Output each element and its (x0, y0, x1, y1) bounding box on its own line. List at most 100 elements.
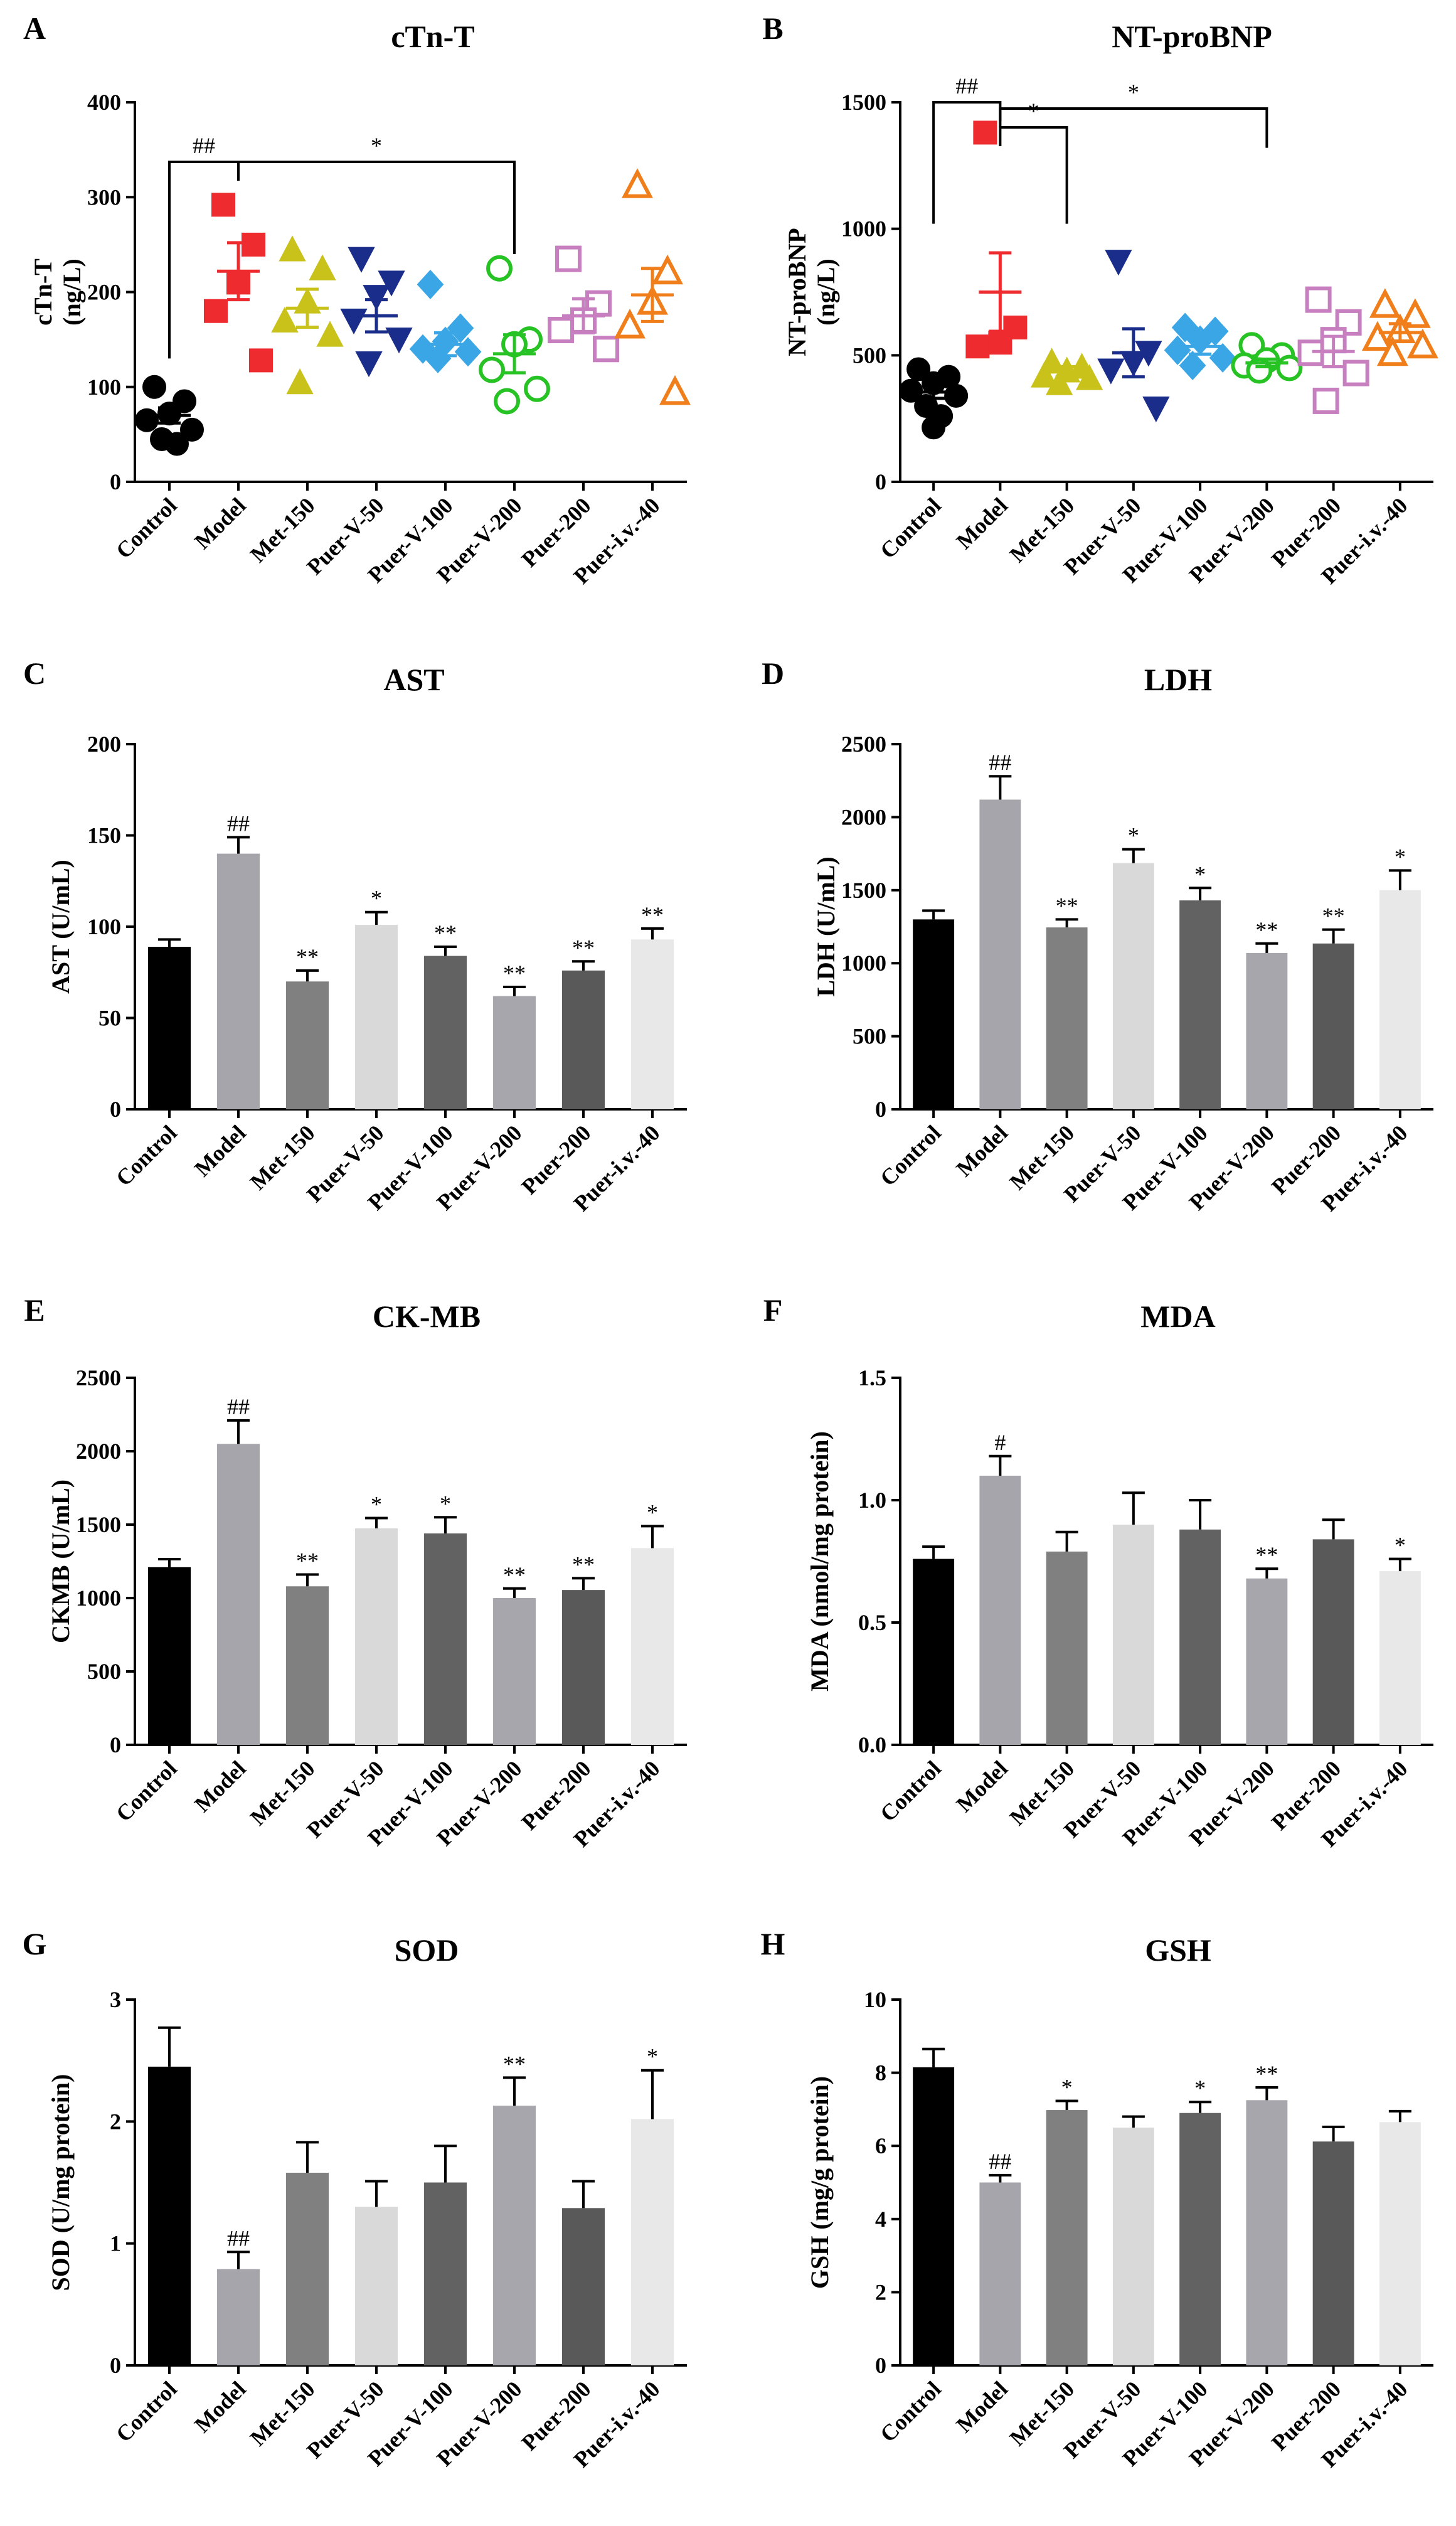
x-tick-label: Control (875, 2376, 946, 2447)
bar (492, 996, 536, 1109)
y-tick-label: 0 (875, 469, 886, 494)
data-point (614, 308, 646, 339)
significance-label: ## (193, 133, 215, 158)
data-point (1305, 286, 1332, 313)
y-tick-label: 1.0 (858, 1488, 886, 1513)
y-tick-label: 1000 (76, 1585, 121, 1611)
data-point (944, 383, 969, 408)
y-axis-label-line: CKMB (U/mL) (46, 1479, 75, 1643)
significance-mark: ** (572, 935, 595, 960)
x-tick-label: Model (189, 1756, 251, 1817)
significance-mark: * (1395, 1533, 1406, 1558)
y-axis-label-line: (ng/L) (812, 258, 840, 326)
significance-mark: ** (1322, 903, 1345, 929)
data-point (548, 317, 574, 343)
y-tick-label: 1000 (841, 951, 886, 976)
y-tick-label: 2 (875, 2279, 886, 2305)
data-point (454, 337, 482, 367)
y-tick-label: 500 (853, 1024, 886, 1049)
significance-mark: # (994, 1430, 1006, 1455)
x-tick-label: Model (189, 2376, 251, 2438)
bar (979, 1476, 1021, 1745)
y-axis-label-line: AST (U/mL) (46, 860, 75, 994)
significance-label: * (1128, 80, 1139, 105)
data-point (355, 351, 383, 378)
bar (423, 956, 467, 1109)
bar (147, 1567, 191, 1745)
x-tick-label: Model (189, 1120, 251, 1181)
y-tick-label: 0 (110, 469, 121, 494)
bar (354, 2207, 398, 2365)
significance-mark: ** (503, 1562, 526, 1587)
data-point (1312, 387, 1339, 414)
y-tick-label: 0 (110, 2353, 121, 2378)
y-axis-label: LDH (U/mL) (812, 856, 840, 996)
bar (285, 981, 329, 1109)
y-axis-label: MDA (nmol/mg protein) (805, 1431, 834, 1692)
data-point (1171, 312, 1199, 343)
y-axis-label: SOD (U/mg protein) (46, 2074, 75, 2291)
significance-mark: ** (434, 920, 457, 946)
y-tick-label: 1 (110, 2231, 121, 2256)
y-tick-label: 1.5 (858, 1365, 886, 1390)
y-tick-label: 2000 (76, 1439, 121, 1464)
panel-f: F MDA MDA (nmol/mg protein) 0.0 0.5 1.0 1.5 Con… (763, 1292, 1433, 1852)
x-tick-label: Model (951, 1120, 1012, 1181)
data-point (973, 120, 997, 145)
significance-mark: ** (1255, 917, 1278, 942)
significance-mark: ** (641, 902, 664, 927)
x-tick-label: Control (111, 493, 182, 563)
data-point (249, 348, 273, 373)
x-tick-label: Model (951, 493, 1012, 554)
y-axis-label: GSH (mg/g protein) (805, 2076, 834, 2289)
panel-b: B NT-proBNPNT-proBNP(ng/L)050010001500Con… (762, 11, 1438, 589)
significance-mark: ## (227, 1394, 250, 1419)
x-tick-label: Control (111, 1120, 182, 1191)
panel-title: cTn-T (391, 19, 474, 54)
significance-bracket (999, 126, 1068, 224)
bar (1046, 1551, 1088, 1745)
y-tick-label: 6 (875, 2133, 886, 2158)
panel-letter: A (23, 11, 46, 46)
data-point (204, 299, 228, 323)
data-point (142, 375, 166, 399)
y-tick-label: 2 (110, 2109, 121, 2134)
significance-bracket (999, 107, 1268, 148)
bar (354, 925, 398, 1109)
y-tick-label: 0 (110, 1097, 121, 1122)
bar (1312, 943, 1354, 1109)
y-tick-label: 0 (110, 1732, 121, 1757)
panel-letter: F (763, 1292, 783, 1328)
y-tick-label: 50 (98, 1006, 121, 1031)
data-point (1075, 364, 1103, 390)
y-tick-label: 3 (110, 1987, 121, 2012)
bar (1379, 1571, 1421, 1745)
panel-letter: D (762, 656, 784, 691)
significance-label: * (371, 133, 382, 158)
y-axis-label: CKMB (U/mL) (46, 1479, 75, 1643)
y-axis-label-line: cTn-T (29, 258, 57, 326)
bar (1179, 1529, 1221, 1745)
x-tick-label: Control (875, 493, 946, 563)
y-tick-label: 0 (875, 1097, 886, 1122)
data-point (659, 375, 691, 405)
y-tick-label: 200 (87, 280, 121, 305)
data-point (479, 356, 505, 383)
bar (1112, 1525, 1154, 1745)
significance-bracket (168, 161, 240, 359)
bar (147, 2066, 191, 2365)
bar (1112, 2128, 1154, 2365)
data-point (309, 254, 336, 280)
bar (216, 2269, 260, 2365)
significance-mark: ## (227, 811, 250, 836)
significance-mark: * (1194, 861, 1206, 887)
significance-mark: ## (989, 2149, 1011, 2174)
panel-letter: B (762, 11, 783, 46)
bar (492, 1598, 536, 1745)
bar (216, 853, 260, 1109)
y-tick-label: 8 (875, 2060, 886, 2086)
bar (630, 2119, 674, 2365)
x-tick-label: Model (189, 493, 251, 554)
